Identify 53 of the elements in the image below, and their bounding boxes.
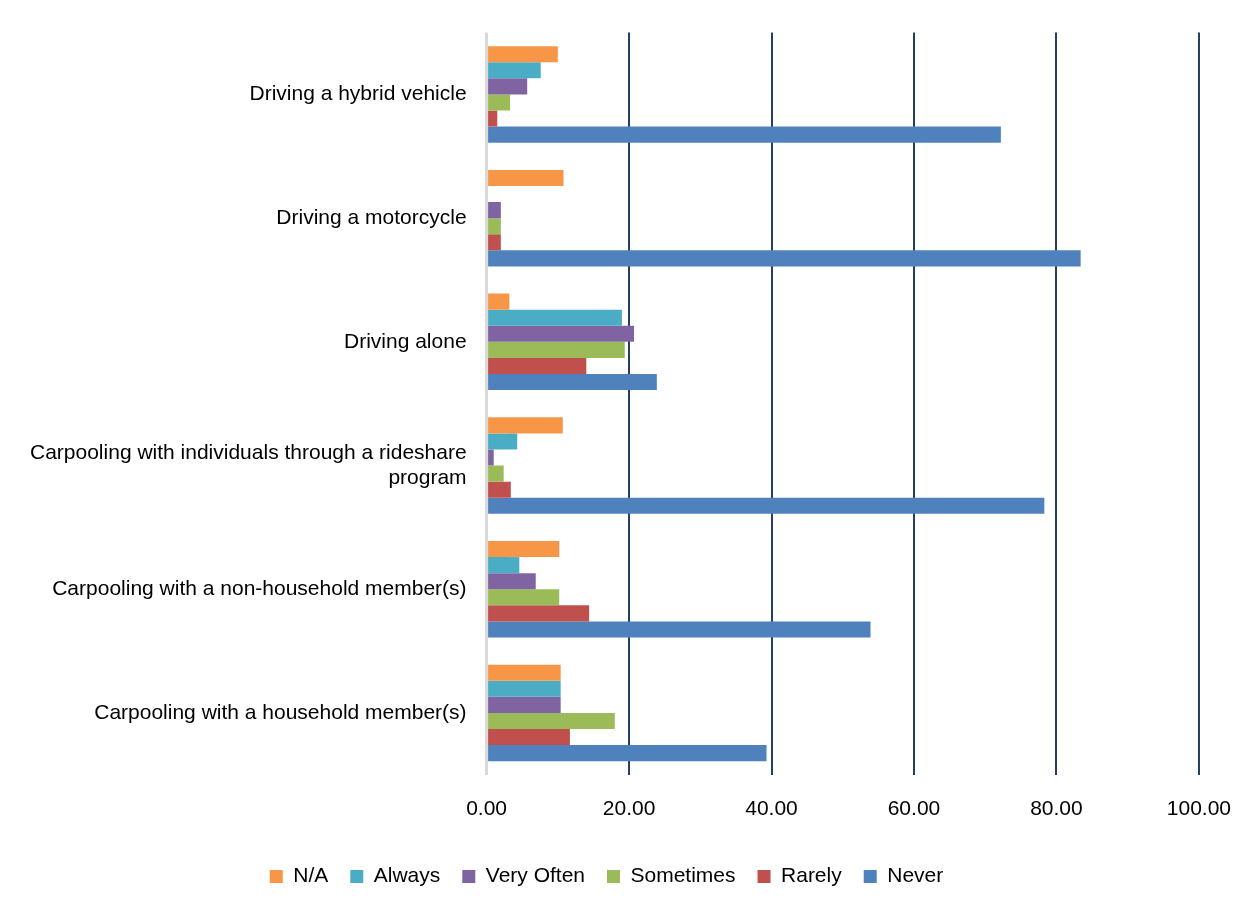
bar xyxy=(488,497,1045,514)
y-tick-label: Carpooling with a non-household member(s) xyxy=(52,576,467,600)
bar xyxy=(488,449,494,466)
bar xyxy=(488,62,541,79)
y-tick-label: Driving alone xyxy=(344,328,467,352)
y-tick-label: Driving a motorcycle xyxy=(276,204,467,228)
bar xyxy=(488,745,767,762)
bar xyxy=(488,126,1001,143)
bar xyxy=(488,557,520,574)
x-tick-label: 100.00 xyxy=(1166,796,1231,820)
bar xyxy=(488,481,511,498)
bar xyxy=(488,729,570,746)
legend-label: Sometimes xyxy=(630,863,736,887)
bar xyxy=(488,234,501,251)
bar xyxy=(488,680,561,697)
legend-label: Never xyxy=(887,863,944,887)
bar xyxy=(488,621,871,638)
bar xyxy=(488,374,657,391)
x-tick-label: 20.00 xyxy=(602,796,656,820)
bar xyxy=(488,110,498,127)
bar xyxy=(488,664,561,681)
y-tick-label: Driving a hybrid vehicle xyxy=(249,81,467,105)
legend-label: Rarely xyxy=(781,863,843,887)
legend-label: Very Often xyxy=(485,863,586,887)
legend-label: Always xyxy=(373,863,441,887)
bar xyxy=(488,341,625,358)
bar xyxy=(488,169,564,186)
x-tick-label: 80.00 xyxy=(1030,796,1083,820)
bar xyxy=(488,605,590,622)
legend-label: N/A xyxy=(293,863,329,887)
x-tick-label: 60.00 xyxy=(887,796,941,820)
bar xyxy=(488,573,536,590)
bar xyxy=(488,357,587,375)
bar xyxy=(488,325,635,342)
bar xyxy=(488,541,560,558)
bar xyxy=(488,218,501,235)
y-tick-label: Carpooling with a household member(s) xyxy=(94,699,467,723)
bar xyxy=(488,250,1081,267)
bar xyxy=(488,417,563,434)
bar xyxy=(488,94,511,111)
y-tick-label: Carpooling with individuals through a rideshare program xyxy=(30,439,467,488)
bar xyxy=(488,202,501,219)
bar xyxy=(488,46,558,63)
bar xyxy=(488,712,615,730)
bar xyxy=(488,309,622,326)
bar xyxy=(488,696,561,713)
bar xyxy=(488,465,504,482)
bar xyxy=(488,78,528,95)
bar xyxy=(488,293,510,310)
x-tick-label: 0.00 xyxy=(466,796,508,820)
x-tick-label: 40.00 xyxy=(745,796,798,820)
bar xyxy=(488,589,560,606)
bar xyxy=(488,433,518,450)
